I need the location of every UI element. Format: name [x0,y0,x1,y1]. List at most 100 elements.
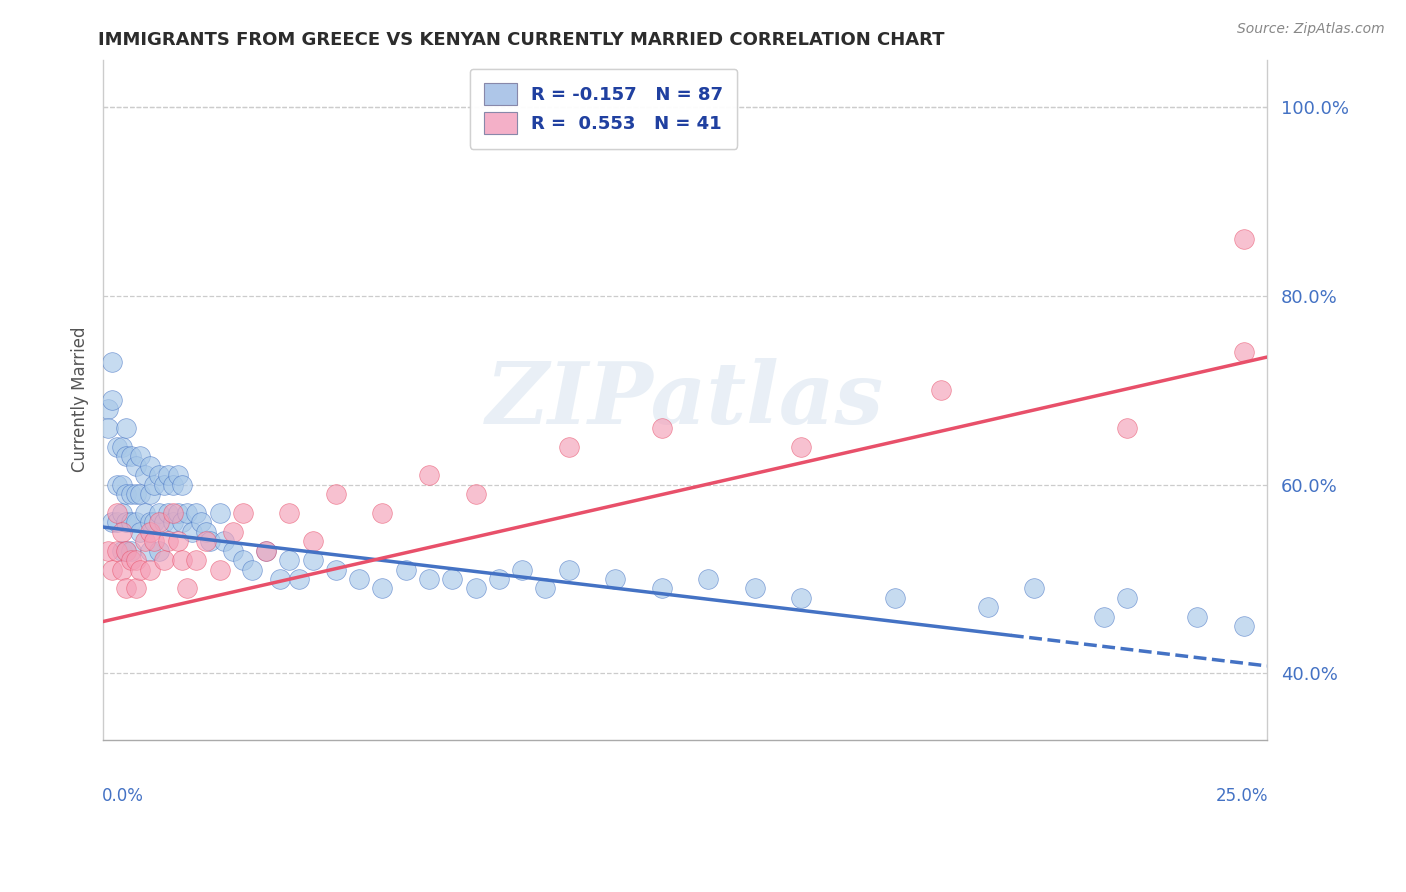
Point [212,534,235,549]
Point [651,582,673,596]
Point [278,506,301,520]
Point [105,477,128,491]
Point [172,516,194,530]
Point [111,477,134,491]
Point [111,543,134,558]
Point [605,572,627,586]
Point [464,487,486,501]
Point [186,506,208,520]
Point [157,468,180,483]
Point [325,563,347,577]
Point [208,563,231,577]
Point [120,553,142,567]
Point [129,563,152,577]
Point [97,402,120,417]
Point [557,440,579,454]
Point [166,506,188,520]
Point [790,440,813,454]
Point [240,563,263,577]
Point [120,543,142,558]
Point [138,458,160,473]
Point [111,563,134,577]
Point [97,543,120,558]
Point [186,553,208,567]
Point [143,516,166,530]
Point [464,582,486,596]
Point [138,524,160,539]
Point [301,534,323,549]
Point [254,543,277,558]
Point [208,506,231,520]
Point [115,516,138,530]
Point [510,563,533,577]
Point [395,563,418,577]
Point [129,524,152,539]
Point [162,516,184,530]
Point [534,582,557,596]
Point [152,516,174,530]
Point [162,506,184,520]
Point [488,572,510,586]
Point [101,563,124,577]
Point [120,516,142,530]
Point [162,477,184,491]
Point [790,591,813,605]
Point [180,524,202,539]
Point [744,582,766,596]
Point [347,572,370,586]
Point [269,572,291,586]
Point [194,524,217,539]
Point [125,458,148,473]
Point [325,487,347,501]
Point [1233,619,1256,633]
Y-axis label: Currently Married: Currently Married [72,326,89,473]
Point [166,468,188,483]
Point [222,524,245,539]
Point [125,582,148,596]
Point [1233,345,1256,359]
Point [418,572,440,586]
Point [697,572,720,586]
Point [176,582,198,596]
Point [129,449,152,463]
Text: 25.0%: 25.0% [1216,787,1268,805]
Point [111,524,134,539]
Point [101,355,124,369]
Point [134,534,156,549]
Point [111,506,134,520]
Point [143,534,166,549]
Point [115,449,138,463]
Point [134,468,156,483]
Point [418,468,440,483]
Point [232,506,254,520]
Point [176,506,198,520]
Point [157,534,180,549]
Point [152,553,174,567]
Point [115,543,138,558]
Point [651,421,673,435]
Point [172,477,194,491]
Point [194,534,217,549]
Point [115,421,138,435]
Point [97,421,120,435]
Point [152,477,174,491]
Point [976,600,998,615]
Point [1092,609,1115,624]
Point [254,543,277,558]
Point [148,543,170,558]
Point [1185,609,1208,624]
Point [200,534,222,549]
Point [371,506,394,520]
Text: Source: ZipAtlas.com: Source: ZipAtlas.com [1237,22,1385,37]
Point [148,506,170,520]
Point [115,543,138,558]
Text: ZIPatlas: ZIPatlas [486,358,884,442]
Point [1233,232,1256,246]
Point [138,543,160,558]
Point [129,487,152,501]
Point [125,553,148,567]
Text: IMMIGRANTS FROM GREECE VS KENYAN CURRENTLY MARRIED CORRELATION CHART: IMMIGRANTS FROM GREECE VS KENYAN CURRENT… [98,31,945,49]
Point [1116,421,1139,435]
Point [138,487,160,501]
Point [172,553,194,567]
